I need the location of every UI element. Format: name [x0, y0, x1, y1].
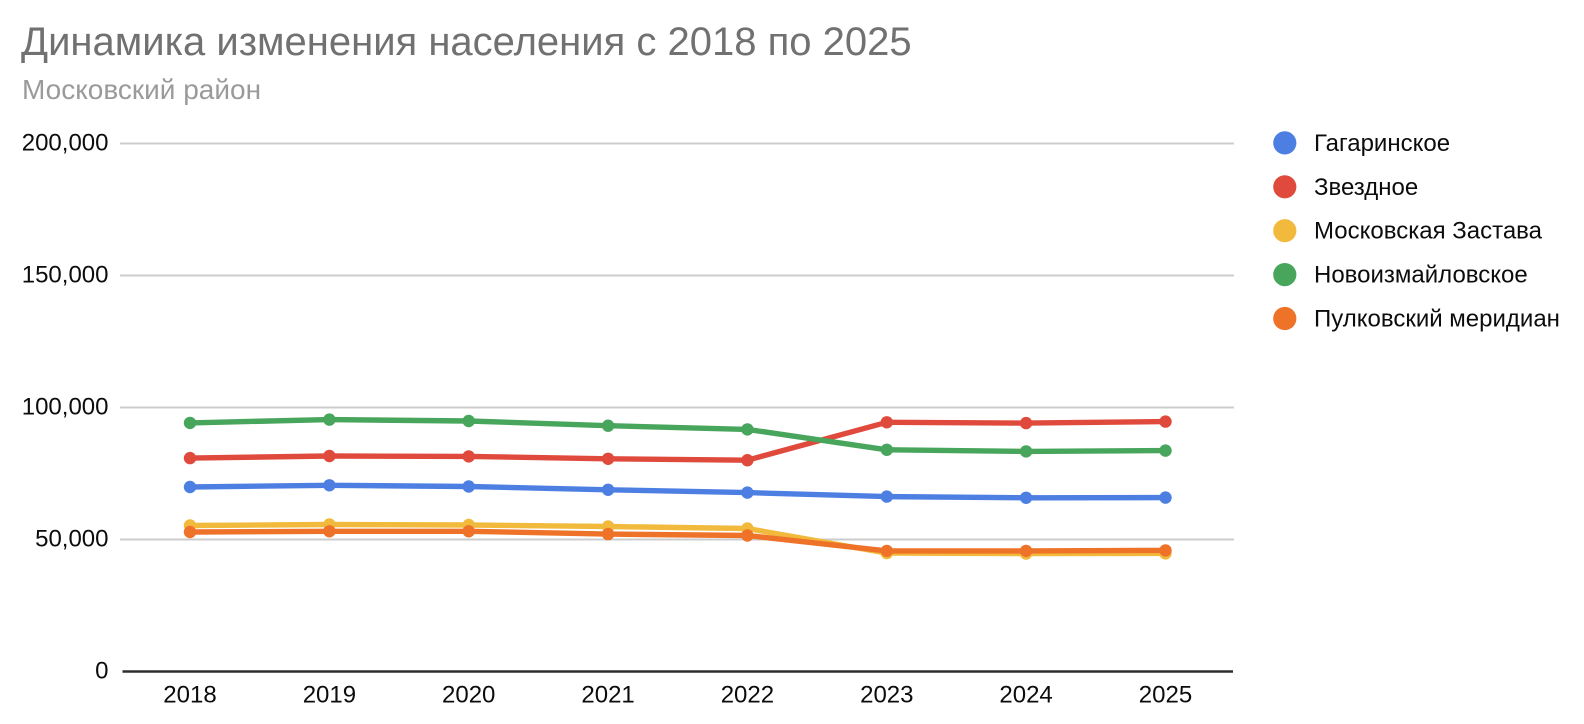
svg-text:2023: 2023 — [860, 682, 913, 709]
svg-text:Гагаринское: Гагаринское — [1314, 130, 1450, 157]
svg-text:2020: 2020 — [442, 682, 495, 709]
svg-text:Пулковский меридиан: Пулковский меридиан — [1314, 306, 1560, 333]
svg-text:100,000: 100,000 — [22, 394, 109, 421]
svg-text:200,000: 200,000 — [22, 130, 109, 157]
svg-text:50,000: 50,000 — [35, 526, 108, 553]
svg-text:2025: 2025 — [1139, 682, 1192, 709]
svg-text:Московский район: Московский район — [22, 74, 261, 105]
svg-text:2021: 2021 — [581, 682, 634, 709]
svg-text:0: 0 — [95, 658, 108, 685]
svg-text:2022: 2022 — [721, 682, 774, 709]
svg-text:2019: 2019 — [303, 682, 356, 709]
svg-text:150,000: 150,000 — [22, 262, 109, 289]
svg-text:Московская Застава: Московская Застава — [1314, 218, 1543, 245]
svg-text:Новоизмайловское: Новоизмайловское — [1314, 262, 1528, 289]
svg-text:Динамика изменения населения с: Динамика изменения населения с 2018 по 2… — [21, 20, 912, 64]
svg-text:Звездное: Звездное — [1314, 174, 1418, 201]
svg-text:2018: 2018 — [163, 682, 216, 709]
svg-text:2024: 2024 — [999, 682, 1052, 709]
